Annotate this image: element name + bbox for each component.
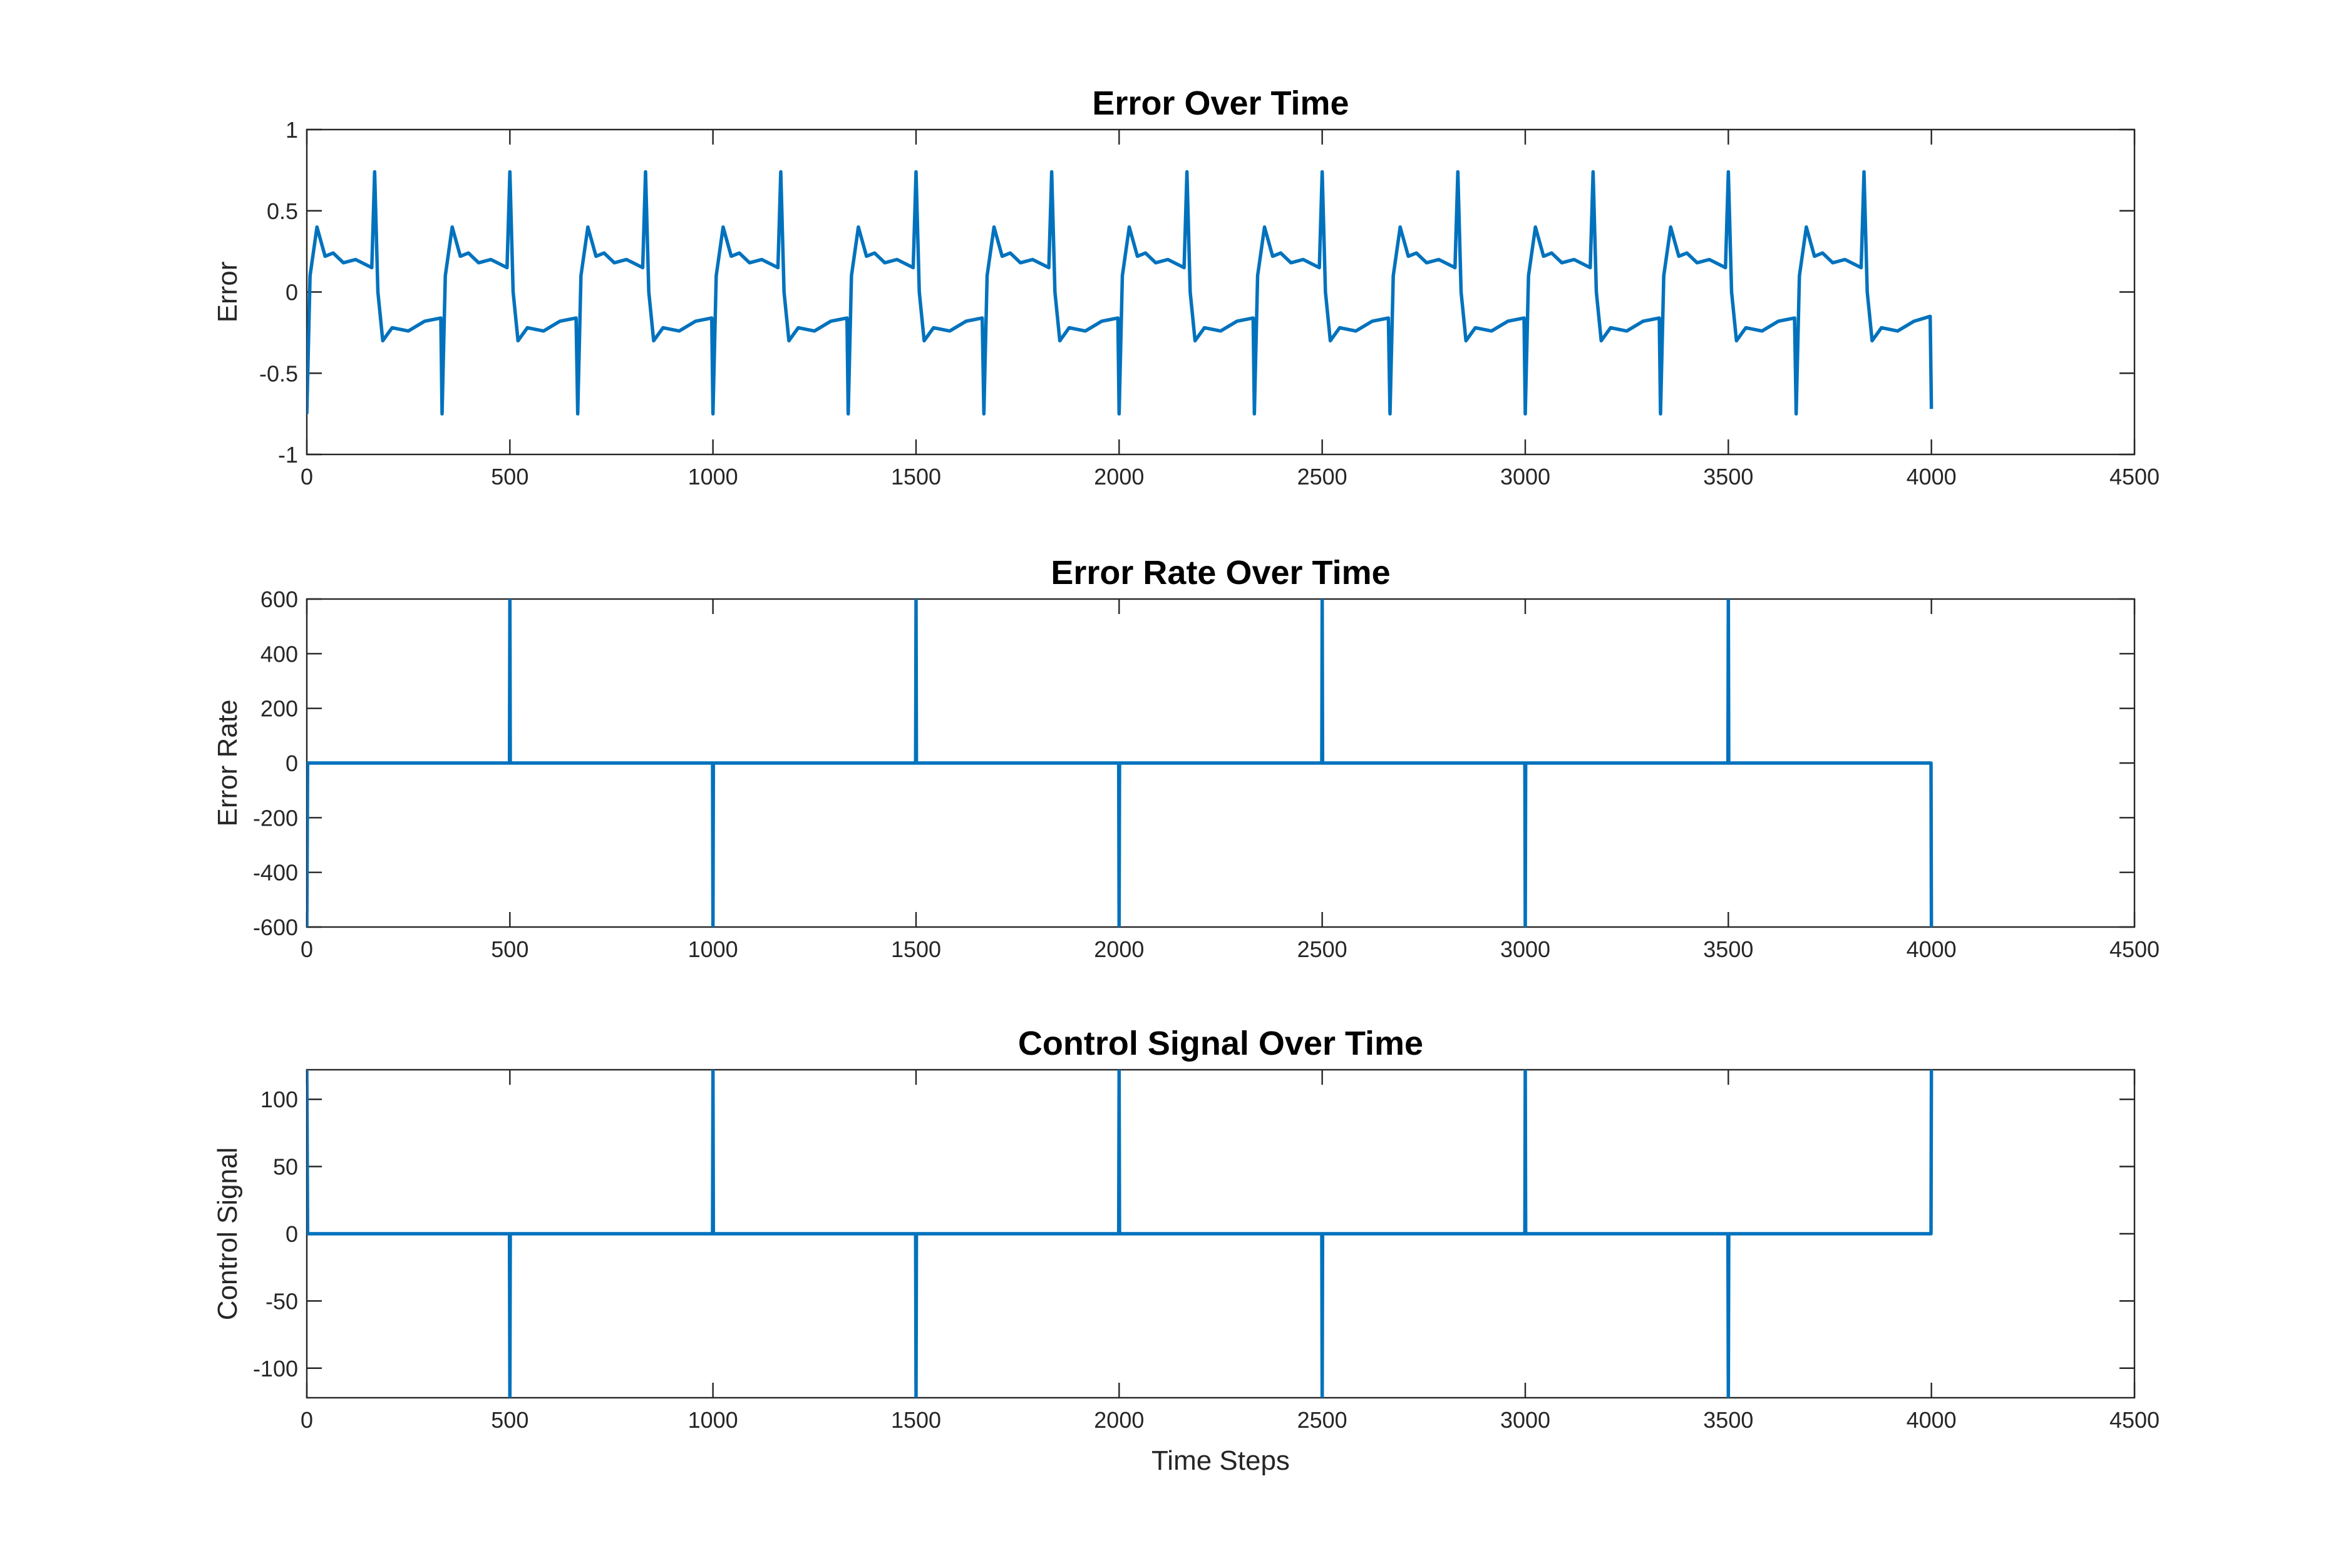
x-axis-label: Time Steps [1151,1445,1290,1476]
y-tick-label: 0 [286,280,298,305]
x-tick-label: 0 [301,464,313,489]
x-tick-label: 2000 [1094,464,1144,489]
x-tick-label: 3000 [1500,464,1550,489]
x-tick-label: 0 [301,1407,313,1433]
data-line [307,170,1933,416]
y-axis-label: Error Rate [212,700,243,827]
x-tick-label: 1500 [891,464,941,489]
x-tick-label: 500 [491,936,528,962]
x-tick-label: 3500 [1703,464,1753,489]
x-tick-label: 500 [491,1407,528,1433]
y-tick-label: 100 [260,1087,298,1112]
x-tick-label: 3000 [1500,936,1550,962]
x-tick-label: 4000 [1907,936,1957,962]
y-tick-label: -200 [253,805,298,831]
y-tick-label: 600 [260,587,298,612]
y-tick-label: -50 [265,1288,298,1314]
x-tick-label: 1000 [688,464,738,489]
x-tick-label: 2500 [1297,464,1347,489]
x-tick-label: 3500 [1703,936,1753,962]
x-tick-label: 2000 [1094,936,1144,962]
x-tick-label: 3000 [1500,1407,1550,1433]
subplot: 0 500 1000 1500 2000 2500 3000 3500 4000 4500 -1 -0… [212,85,2160,489]
y-tick-label: 1 [286,117,298,143]
x-tick-label: 3500 [1703,1407,1753,1433]
subplot: 0 500 1000 1500 2000 2500 3000 3500 4000 4500-100… [212,1025,2160,1476]
y-tick-label: -1 [278,442,298,468]
y-axis-label: Error [212,262,243,323]
x-tick-label: 4000 [1907,464,1957,489]
x-tick-label: 4500 [2109,936,2160,962]
x-tick-label: 0 [301,936,313,962]
x-tick-label: 4000 [1907,1407,1957,1433]
data-line [307,1070,1933,1398]
data-line [307,599,1933,927]
x-tick-label: 4500 [2109,1407,2160,1433]
chart-title: Error Over Time [1092,85,1349,122]
y-tick-label: -400 [253,860,298,886]
y-tick-label: -0.5 [259,361,298,386]
x-tick-label: 1500 [891,1407,941,1433]
chart-title: Error Rate Over Time [1051,554,1390,592]
x-tick-label: 2500 [1297,1407,1347,1433]
y-tick-label: 0.5 [267,198,298,224]
subplot: 0 500 1000 1500 2000 2500 3000 3500 4000 4500-600… [212,554,2160,962]
x-tick-label: 4500 [2109,464,2160,489]
chart-title: Control Signal Over Time [1018,1025,1423,1062]
y-tick-label: -100 [253,1356,298,1381]
x-tick-label: 1500 [891,936,941,962]
y-tick-label: 200 [260,696,298,722]
x-tick-label: 2500 [1297,936,1347,962]
y-tick-label: 0 [286,751,298,776]
y-axis-label: Control Signal [212,1147,243,1320]
x-tick-label: 1000 [688,936,738,962]
y-tick-label: 0 [286,1221,298,1247]
axes-box [306,128,2136,456]
y-tick-label: -600 [253,915,298,940]
x-tick-label: 2000 [1094,1407,1144,1433]
x-tick-label: 500 [491,464,528,489]
y-tick-label: 50 [273,1154,298,1180]
y-tick-label: 400 [260,641,298,667]
x-tick-label: 1000 [688,1407,738,1433]
